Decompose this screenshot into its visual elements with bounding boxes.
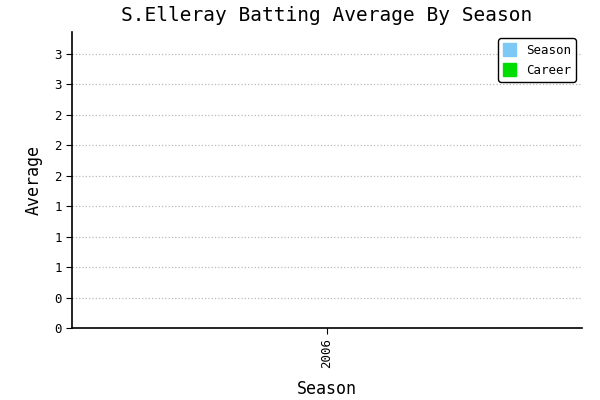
Title: S.Elleray Batting Average By Season: S.Elleray Batting Average By Season (121, 6, 533, 25)
Legend: Season, Career: Season, Career (498, 38, 576, 82)
X-axis label: Season: Season (297, 380, 357, 398)
Y-axis label: Average: Average (25, 145, 43, 215)
